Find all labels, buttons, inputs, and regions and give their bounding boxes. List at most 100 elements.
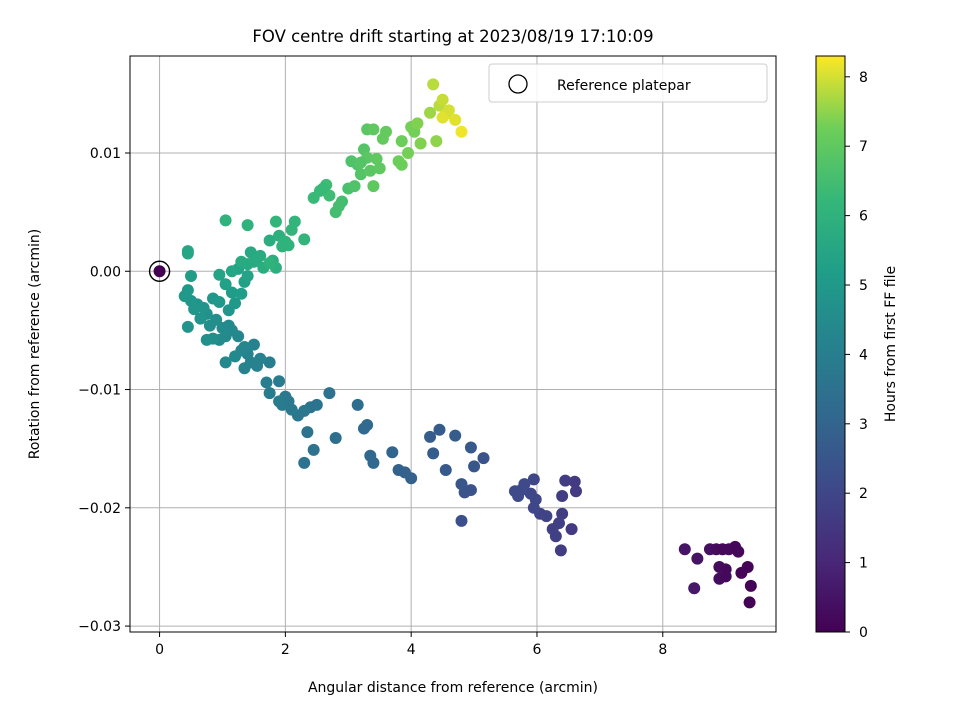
scatter-point [732,545,745,558]
scatter-point [181,247,194,260]
colorbar-tick-label: 2 [859,486,868,502]
scatter-point [282,239,295,252]
scatter-point [301,426,314,439]
scatter-point [741,560,754,573]
y-tick-label: −0.01 [78,383,121,399]
scatter-point [427,78,440,91]
scatter-point [569,485,582,498]
scatter-point [317,182,330,195]
scatter-point [433,423,446,436]
x-tick-label: 2 [281,642,290,658]
x-tick-label: 8 [658,642,667,658]
y-tick-label: 0.00 [90,264,121,280]
scatter-point [273,375,286,388]
scatter-point [153,265,166,278]
x-tick-label: 0 [155,642,164,658]
scatter-point [263,356,276,369]
scatter-point [354,156,367,169]
scatter-point [546,523,559,536]
scatter-point [348,180,361,193]
scatter-point [273,395,286,408]
colorbar-tick-label: 5 [859,278,868,294]
scatter-point [678,543,691,556]
scatter-point [178,290,191,303]
scatter-point [392,463,405,476]
scatter-point [335,195,348,208]
scatter-point [395,135,408,148]
scatter-point [436,93,449,106]
scatter-point [288,215,301,228]
scatter-point [357,422,370,435]
colorbar-tick-label: 0 [859,625,868,641]
scatter-point [719,563,732,576]
scatter-point [370,152,383,165]
legend-marker-icon [508,74,528,94]
reference-circle [148,260,171,282]
scatter-point [744,579,757,592]
scatter-point [298,456,311,469]
chart-title: FOV centre drift starting at 2023/08/19 … [252,27,653,46]
scatter-point [241,219,254,232]
scatter-point [263,234,276,247]
scatter-point [424,106,437,119]
scatter-point [449,429,462,442]
colorbar-tick-label: 7 [859,139,868,155]
y-tick-label: −0.03 [78,619,121,635]
scatter-point [203,319,216,332]
scatter-point [554,544,567,557]
scatter-point [455,514,468,527]
y-tick-label: 0.01 [90,146,121,162]
scatter-point [225,265,238,278]
scatter-point [430,135,443,148]
scatter-point [298,233,311,246]
scatter-point [200,333,213,346]
scatter-point [181,320,194,333]
y-axis-label: Rotation from reference (arcmin) [27,229,43,459]
scatter-point [439,463,452,476]
scatter-point [329,432,342,445]
scatter-point [225,286,238,299]
colorbar: 0 1 2 3 4 5 6 7 8 Hours from first FF file [815,55,899,641]
x-axis-label: Angular distance from reference (arcmin) [308,680,598,696]
x-axis-ticks: 0 2 4 6 8 [155,632,667,658]
scatter-point [235,255,248,268]
scatter-point [213,268,226,281]
scatter-point [477,452,490,465]
plot-frame [129,55,777,633]
scatter-point [263,387,276,400]
scatter-point [216,322,229,335]
scatter-point [238,362,251,375]
scatter-point [414,137,427,150]
scatter-point [323,387,336,400]
colorbar-tick-label: 1 [859,556,868,572]
scatter-point [241,269,254,282]
scatter-point [351,398,364,411]
colorbar-tick-label: 3 [859,417,868,433]
scatter-point [527,473,540,486]
scatter-point [307,443,320,456]
scatter-point [568,475,581,488]
x-tick-label: 6 [533,642,542,658]
scatter-point [247,338,260,351]
scatter-point [229,297,242,310]
scatter-point [688,582,701,595]
scatter-point [219,214,232,227]
scatter-point [219,356,232,369]
scatter-point [468,460,481,473]
scatter-point [364,164,377,177]
scatter-point [464,441,477,454]
scatter-point [402,146,415,159]
scatter-point [219,278,232,291]
scatter-point [367,123,380,136]
grid [130,56,776,632]
scatter-point [424,430,437,443]
scatter-point [743,596,756,609]
x-tick-label: 4 [407,642,416,658]
scatter-point [395,158,408,171]
scatter-point [386,446,399,459]
scatter-point [373,162,386,175]
legend: Reference platepar [488,63,768,103]
scatter-point [411,117,424,130]
scatter-point [367,180,380,193]
